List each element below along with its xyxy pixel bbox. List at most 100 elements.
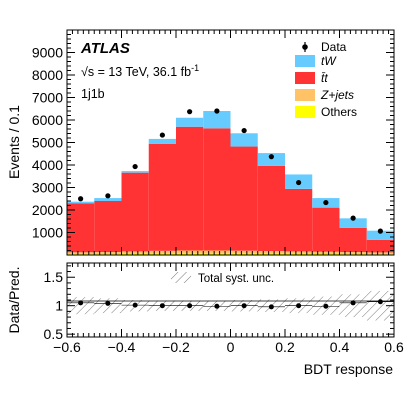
bar-others [176,253,204,255]
region-label: 1j1b [81,87,105,101]
main-y-tick-label: 2000 [32,202,63,218]
legend-tw-label: tW [321,54,337,68]
ratio-plot: 0.5 1 1.5 −0.6 −0.4 −0.2 0 0.2 0.4 0.6 Data/Pred… [6,262,404,377]
data-points [78,108,383,234]
data-point [78,196,84,202]
legend-item-zjets: Z+jets [295,88,354,102]
legend-tw-swatch [295,55,315,67]
data-point [323,199,329,206]
bar-tt [230,146,258,251]
ratio-point [377,299,383,305]
main-y-axis: 1000 2000 3000 4000 5000 6000 7000 8000 9000 [32,34,394,251]
ratio-y-tick-label: 1.5 [44,269,64,285]
bar-zjets [94,252,122,255]
x-tick-label: −0.6 [53,339,81,355]
bar-zjets [339,252,367,255]
bar-tw [148,138,176,144]
ratio-point [214,303,220,309]
bar-zjets [285,251,313,254]
main-x-ticks [66,30,395,255]
bar-others [148,253,176,255]
ratio-point [241,303,247,309]
bar-tw [67,201,95,204]
legend-data-marker [302,44,308,50]
bar-zjets [257,251,285,254]
syst-band-bin [339,294,367,318]
legend-zjets-swatch [295,89,315,101]
legend-item-ttbar: t̄t [295,71,328,85]
bar-tt [121,172,149,252]
ratio-points [67,299,394,310]
bar-tt [339,227,367,253]
ratio-y-tick-label: 0.5 [44,326,64,342]
bar-zjets [203,250,231,254]
bar-tt [366,239,394,253]
bar-tt [312,207,340,252]
bar-tw [121,171,149,173]
energy-lumi-text: √s = 13 TeV, 36.1 fb [81,65,191,79]
data-point [105,193,111,199]
bar-zjets [67,252,95,255]
bar-others [230,253,258,255]
bar-others [203,253,231,255]
ratio-point [268,304,274,310]
data-point [296,179,302,186]
atlas-label: ATLAS [80,40,130,57]
data-point [350,215,356,221]
main-y-tick-label: 5000 [32,135,63,151]
syst-band-bin [67,297,95,315]
x-tick-label: 0 [227,339,235,355]
ratio-x-axis: −0.6 −0.4 −0.2 0 0.2 0.4 0.6 [53,263,404,355]
main-y-tick-label: 4000 [32,157,63,173]
data-point [268,154,274,160]
main-y-tick-label: 7000 [32,90,63,106]
main-y-tick-label: 9000 [32,45,63,61]
bar-zjets [148,250,176,254]
main-y-tick-label: 6000 [32,112,63,128]
bar-others [312,253,340,255]
legend-ttbar-label: t̄t [321,71,328,85]
x-tick-label: 0.2 [275,339,295,355]
bar-zjets [176,250,204,254]
x-tick-label: −0.2 [162,339,190,355]
energy-lumi-sup: -1 [191,63,199,73]
bar-tw [94,198,122,201]
main-y-tick-label: 8000 [32,67,63,83]
bar-tt [257,165,285,252]
ratio-point [159,303,165,309]
legend-data-label: Data [321,40,347,54]
bar-tt [94,201,122,253]
data-point [377,228,383,234]
main-plot: 1000 2000 3000 4000 5000 6000 7000 8000 9000 Eve… [6,29,395,256]
legend-others-swatch [295,106,315,118]
bar-tt [203,128,231,251]
ratio-point [296,303,302,309]
legend-item-tw: tW [295,54,337,68]
ratio-point [105,300,111,306]
x-tick-label: −0.4 [108,339,136,355]
bar-zjets [121,251,149,254]
energy-lumi-label: √s = 13 TeV, 36.1 fb-1 [81,63,199,79]
ratio-y-tick-label: 1 [55,298,63,314]
ratio-point [78,300,84,306]
bar-tw [257,153,285,166]
data-point [132,163,138,170]
bar-tt [148,143,176,251]
data-point [214,108,220,114]
x-tick-label: 0.4 [330,339,350,355]
legend-others-label: Others [321,105,357,119]
main-y-tick-label: 3000 [32,180,63,196]
bar-others [121,253,149,255]
legend-item-others: Others [295,105,357,119]
ratio-point [132,302,138,308]
bar-tw [230,133,258,147]
ratio-legend-label: Total syst. unc. [198,273,274,285]
data-point [159,132,165,138]
ratio-point [323,303,329,309]
main-y-axis-label: Events / 0.1 [6,105,22,179]
bar-zjets [366,252,394,255]
bar-tt [67,203,95,253]
x-tick-label: 0.6 [384,339,404,355]
bar-zjets [312,251,340,254]
ratio-point [350,300,356,306]
